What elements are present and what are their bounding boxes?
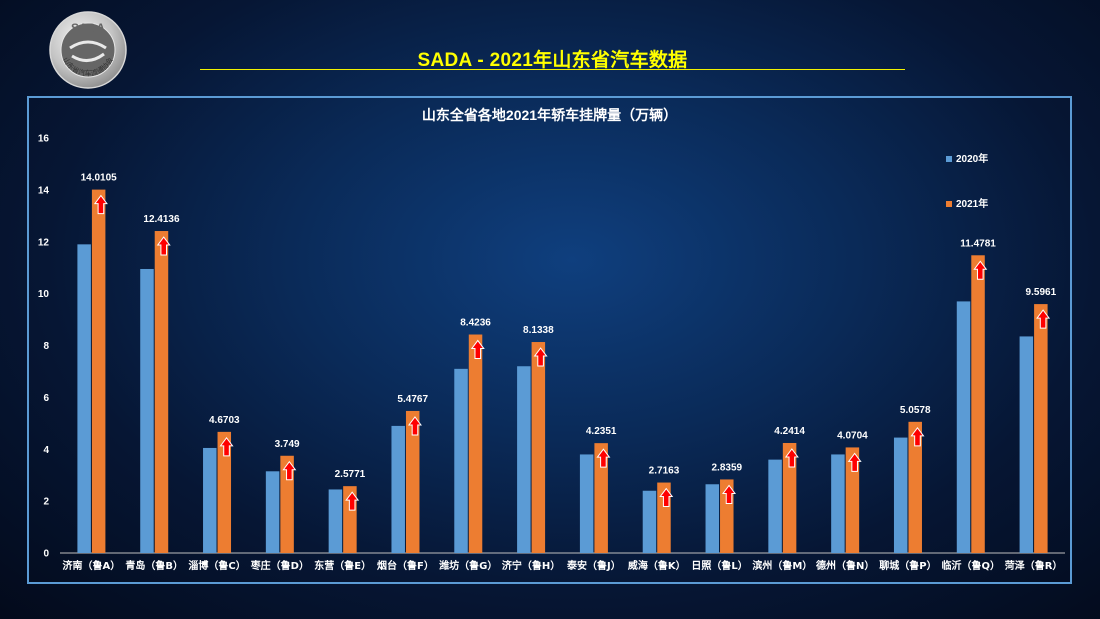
- x-category-label: 临沂（鲁Q）: [942, 559, 1001, 572]
- legend-label-2020: 2020年: [956, 154, 989, 165]
- y-tick-label: 6: [43, 393, 49, 404]
- bar-2021: [154, 231, 169, 553]
- data-label-2021: 3.749: [275, 439, 300, 450]
- y-tick-label: 14: [38, 185, 50, 196]
- y-tick-label: 0: [43, 549, 49, 560]
- legend-swatch-2020: [946, 156, 952, 163]
- bar-2020: [705, 484, 720, 553]
- data-label-2021: 2.8359: [711, 462, 742, 473]
- x-category-label: 菏泽（鲁R）: [1005, 559, 1063, 572]
- data-label-2021: 4.2351: [586, 426, 617, 437]
- bar-2021: [1034, 304, 1048, 553]
- x-category-label: 威海（鲁K）: [628, 559, 686, 572]
- bar-2020: [454, 368, 468, 553]
- bar-2020: [956, 301, 971, 553]
- x-category-label: 泰安（鲁J）: [566, 559, 621, 572]
- up-arrow-icon: [659, 487, 674, 508]
- data-label-2021: 8.1338: [523, 325, 554, 336]
- legend-item-2021: 2021年: [946, 195, 988, 210]
- logo-wordmark: SADA: [71, 21, 105, 35]
- x-category-label: 淄博（鲁C）: [188, 559, 245, 572]
- data-label-2021: 11.4781: [960, 238, 996, 249]
- bar-2020: [391, 425, 405, 553]
- bar-2020: [1019, 336, 1034, 553]
- data-label-2021: 4.6703: [209, 415, 240, 426]
- title-underline: [200, 69, 905, 70]
- up-arrow-icon: [847, 452, 862, 472]
- data-label-2021: 4.2414: [774, 426, 805, 437]
- bar-2021: [782, 442, 797, 553]
- bar-2021: [405, 410, 420, 553]
- bar-2020: [77, 244, 91, 553]
- y-tick-label: 10: [38, 289, 50, 300]
- chart-frame: [27, 96, 1072, 584]
- up-arrow-icon: [219, 437, 234, 457]
- bar-2020: [203, 447, 217, 553]
- y-tick-label: 12: [38, 237, 50, 248]
- up-arrow-icon: [784, 448, 799, 468]
- bar-2020: [140, 268, 154, 553]
- x-category-label: 德州（鲁N）: [815, 559, 874, 572]
- data-label-2021: 2.7163: [649, 466, 680, 477]
- bar-2021: [908, 421, 922, 553]
- y-tick-label: 2: [43, 497, 49, 508]
- legend-label-2021: 2021年: [956, 199, 989, 210]
- up-arrow-icon: [156, 236, 171, 256]
- up-arrow-icon: [533, 347, 548, 367]
- bar-2020: [328, 489, 343, 553]
- x-category-label: 日照（鲁L）: [691, 559, 747, 572]
- page-title: SADA - 2021年山东省汽车数据: [417, 50, 688, 71]
- bar-2021: [91, 189, 106, 553]
- y-tick-label: 4: [43, 445, 49, 456]
- data-label-2021: 5.4767: [397, 394, 428, 405]
- up-arrow-icon: [282, 460, 297, 481]
- legend-swatch-2021: [946, 201, 952, 208]
- bar-2021: [594, 443, 608, 553]
- bar-2021: [971, 255, 985, 553]
- x-category-label: 潍坊（鲁G）: [439, 559, 497, 572]
- legend-item-2020: 2020年: [946, 150, 988, 165]
- bar-2020: [768, 459, 782, 553]
- x-category-label: 枣庄（鲁D）: [250, 559, 309, 572]
- data-label-2021: 5.0578: [900, 405, 931, 416]
- bar-2020: [642, 490, 657, 553]
- x-category-label: 滨州（鲁M）: [752, 559, 812, 572]
- up-arrow-icon: [596, 448, 611, 468]
- x-category-label: 济宁（鲁H）: [502, 559, 560, 572]
- bar-2021: [531, 342, 546, 553]
- x-category-label: 聊城（鲁P）: [879, 559, 936, 572]
- up-arrow-icon: [407, 416, 422, 436]
- up-arrow-icon: [345, 491, 360, 511]
- bar-2020: [831, 454, 845, 553]
- up-arrow-icon: [973, 260, 988, 280]
- data-label-2021: 14.0105: [81, 173, 118, 184]
- bar-2020: [579, 454, 594, 553]
- x-category-label: 青岛（鲁B）: [125, 559, 183, 572]
- up-arrow-icon: [93, 194, 108, 215]
- y-tick-label: 8: [43, 341, 49, 352]
- data-label-2021: 9.5961: [1026, 287, 1057, 298]
- x-category-label: 东营（鲁E）: [314, 559, 371, 572]
- bar-2021: [217, 431, 232, 553]
- bar-2020: [517, 366, 531, 553]
- chart-title: 山东全省各地2021年轿车挂牌量（万辆）: [421, 107, 678, 123]
- bar-2020: [893, 437, 908, 553]
- data-label-2021: 8.4236: [460, 318, 491, 329]
- up-arrow-icon: [722, 484, 737, 504]
- x-category-label: 烟台（鲁F）: [377, 559, 434, 572]
- data-label-2021: 12.4136: [143, 214, 180, 225]
- data-label-2021: 4.0704: [837, 430, 868, 441]
- up-arrow-icon: [1036, 309, 1051, 329]
- y-tick-label: 16: [38, 134, 50, 145]
- up-arrow-icon: [910, 426, 925, 447]
- bar-2021: [845, 447, 860, 553]
- x-category-label: 济南（鲁A）: [63, 559, 121, 572]
- up-arrow-icon: [470, 339, 485, 360]
- bar-2020: [265, 471, 280, 553]
- sada-logo: SADA 山东省汽车流通协会: [49, 11, 127, 89]
- data-label-2021: 2.5771: [335, 469, 366, 480]
- bar-2021: [468, 334, 483, 553]
